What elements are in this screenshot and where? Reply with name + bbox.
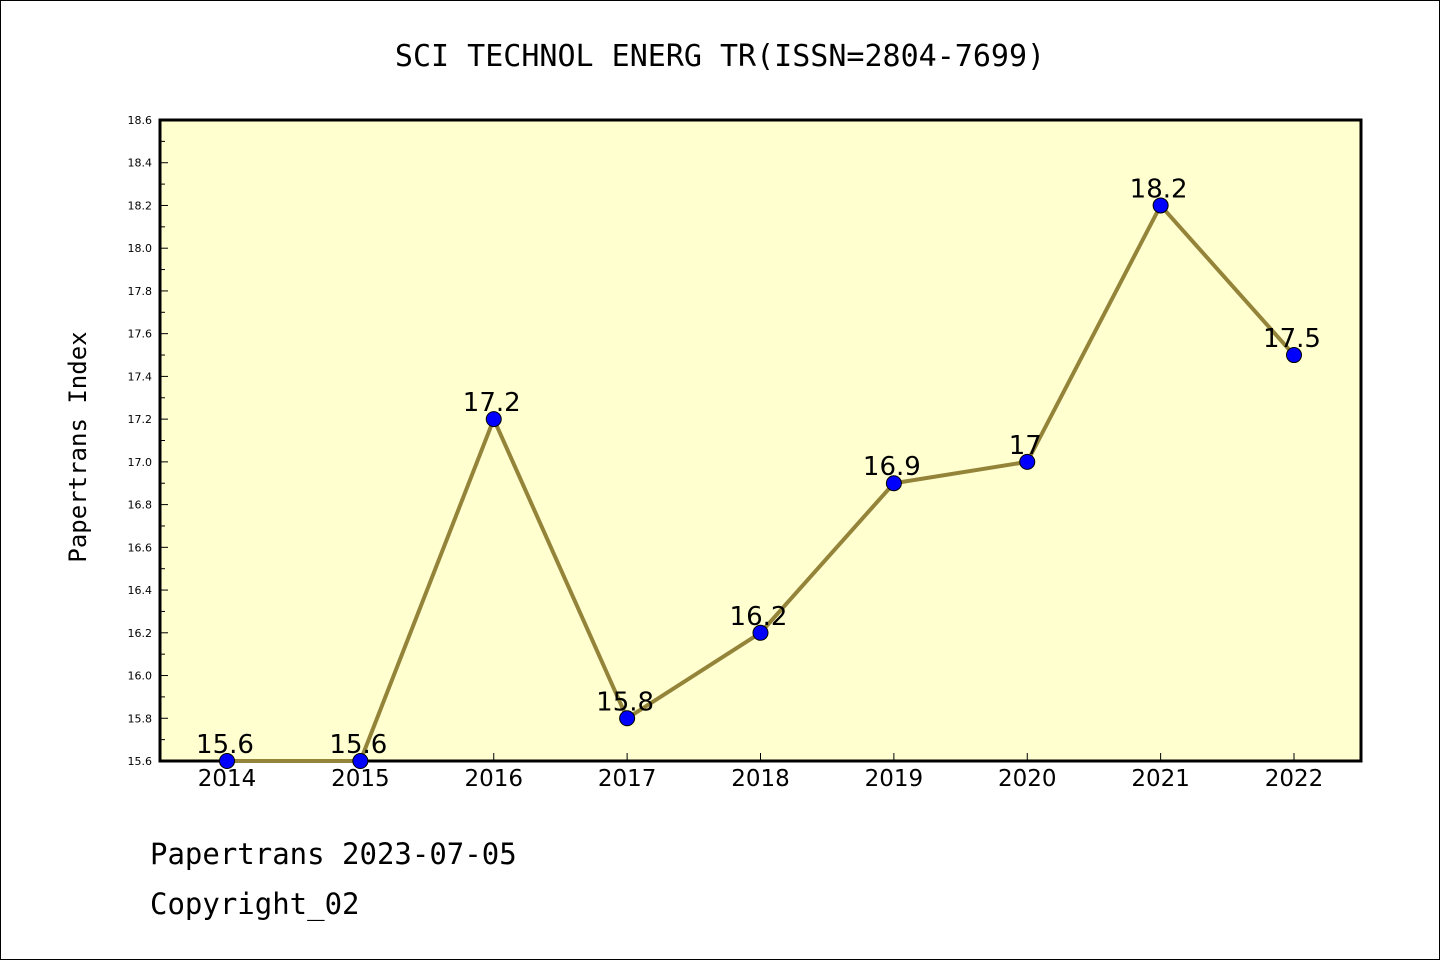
y-tick-label: 16.4 bbox=[128, 584, 153, 597]
x-tick-label: 2014 bbox=[198, 766, 257, 792]
data-value-label: 15.6 bbox=[329, 730, 387, 760]
data-value-label: 16.2 bbox=[730, 602, 788, 632]
x-tick-label: 2017 bbox=[598, 766, 657, 792]
y-tick-label: 18.2 bbox=[128, 199, 153, 212]
y-tick-label: 18.0 bbox=[128, 242, 153, 255]
y-tick-label: 17.2 bbox=[128, 413, 153, 426]
data-value-label: 17 bbox=[1009, 431, 1042, 461]
data-value-label: 15.6 bbox=[196, 730, 254, 760]
y-tick-label: 15.6 bbox=[128, 755, 153, 768]
y-tick-label: 15.8 bbox=[128, 712, 153, 725]
data-value-label: 17.5 bbox=[1263, 324, 1321, 354]
data-point-marker bbox=[352, 753, 369, 769]
footer-date: Papertrans 2023-07-05 bbox=[150, 837, 517, 871]
y-axis-ticks: 15.6 15.8 16.0 16.2 16.4 16.6 16.8 17.0 17.2 17.4… bbox=[128, 114, 168, 768]
y-tick-label: 18.4 bbox=[128, 157, 153, 170]
y-tick-label: 16.2 bbox=[128, 627, 153, 640]
data-value-label: 15.8 bbox=[596, 687, 654, 717]
data-point-marker bbox=[1019, 453, 1036, 470]
y-tick-label: 17.6 bbox=[128, 328, 153, 341]
data-labels: 15.6 15.6 17.2 15.8 16.2 16.9 17 18.2 17.5 bbox=[196, 174, 1321, 760]
data-point-marker bbox=[885, 475, 902, 492]
y-tick-label: 16.6 bbox=[128, 541, 153, 554]
data-value-label: 16.9 bbox=[863, 452, 921, 482]
data-point-marker bbox=[1152, 197, 1169, 214]
plot-area bbox=[158, 118, 1363, 763]
y-tick-label: 17.8 bbox=[128, 285, 153, 298]
y-tick-label: 18.6 bbox=[128, 114, 153, 127]
y-tick-label: 16.0 bbox=[128, 670, 153, 683]
data-point-marker bbox=[619, 710, 636, 727]
y-tick-label: 17.0 bbox=[128, 456, 153, 469]
y-axis-label: Papertrans Index bbox=[64, 331, 92, 562]
data-value-label: 18.2 bbox=[1130, 174, 1188, 204]
x-tick-label: 2018 bbox=[731, 766, 790, 792]
data-point-marker bbox=[1286, 347, 1302, 364]
x-tick-label: 2016 bbox=[464, 766, 523, 792]
y-tick-label: 16.8 bbox=[128, 499, 153, 512]
chart-title: SCI TECHNOL ENERG TR(ISSN=2804-7699) bbox=[395, 39, 1045, 74]
x-tick-label: 2021 bbox=[1131, 766, 1190, 792]
data-point-marker bbox=[485, 411, 502, 428]
x-tick-label: 2022 bbox=[1265, 766, 1324, 792]
data-value-label: 17.2 bbox=[463, 388, 521, 418]
data-point-marker bbox=[219, 753, 235, 769]
x-tick-label: 2020 bbox=[998, 766, 1057, 792]
data-markers bbox=[219, 197, 1302, 769]
x-axis-ticks: 2014 2015 2016 2017 2018 2019 2020 2021 2022 bbox=[198, 753, 1324, 792]
data-point-marker bbox=[752, 624, 769, 641]
y-tick-label: 17.4 bbox=[128, 370, 153, 383]
x-tick-label: 2019 bbox=[865, 766, 924, 792]
x-tick-label: 2015 bbox=[331, 766, 390, 792]
footer-copyright: Copyright_02 bbox=[150, 887, 360, 922]
